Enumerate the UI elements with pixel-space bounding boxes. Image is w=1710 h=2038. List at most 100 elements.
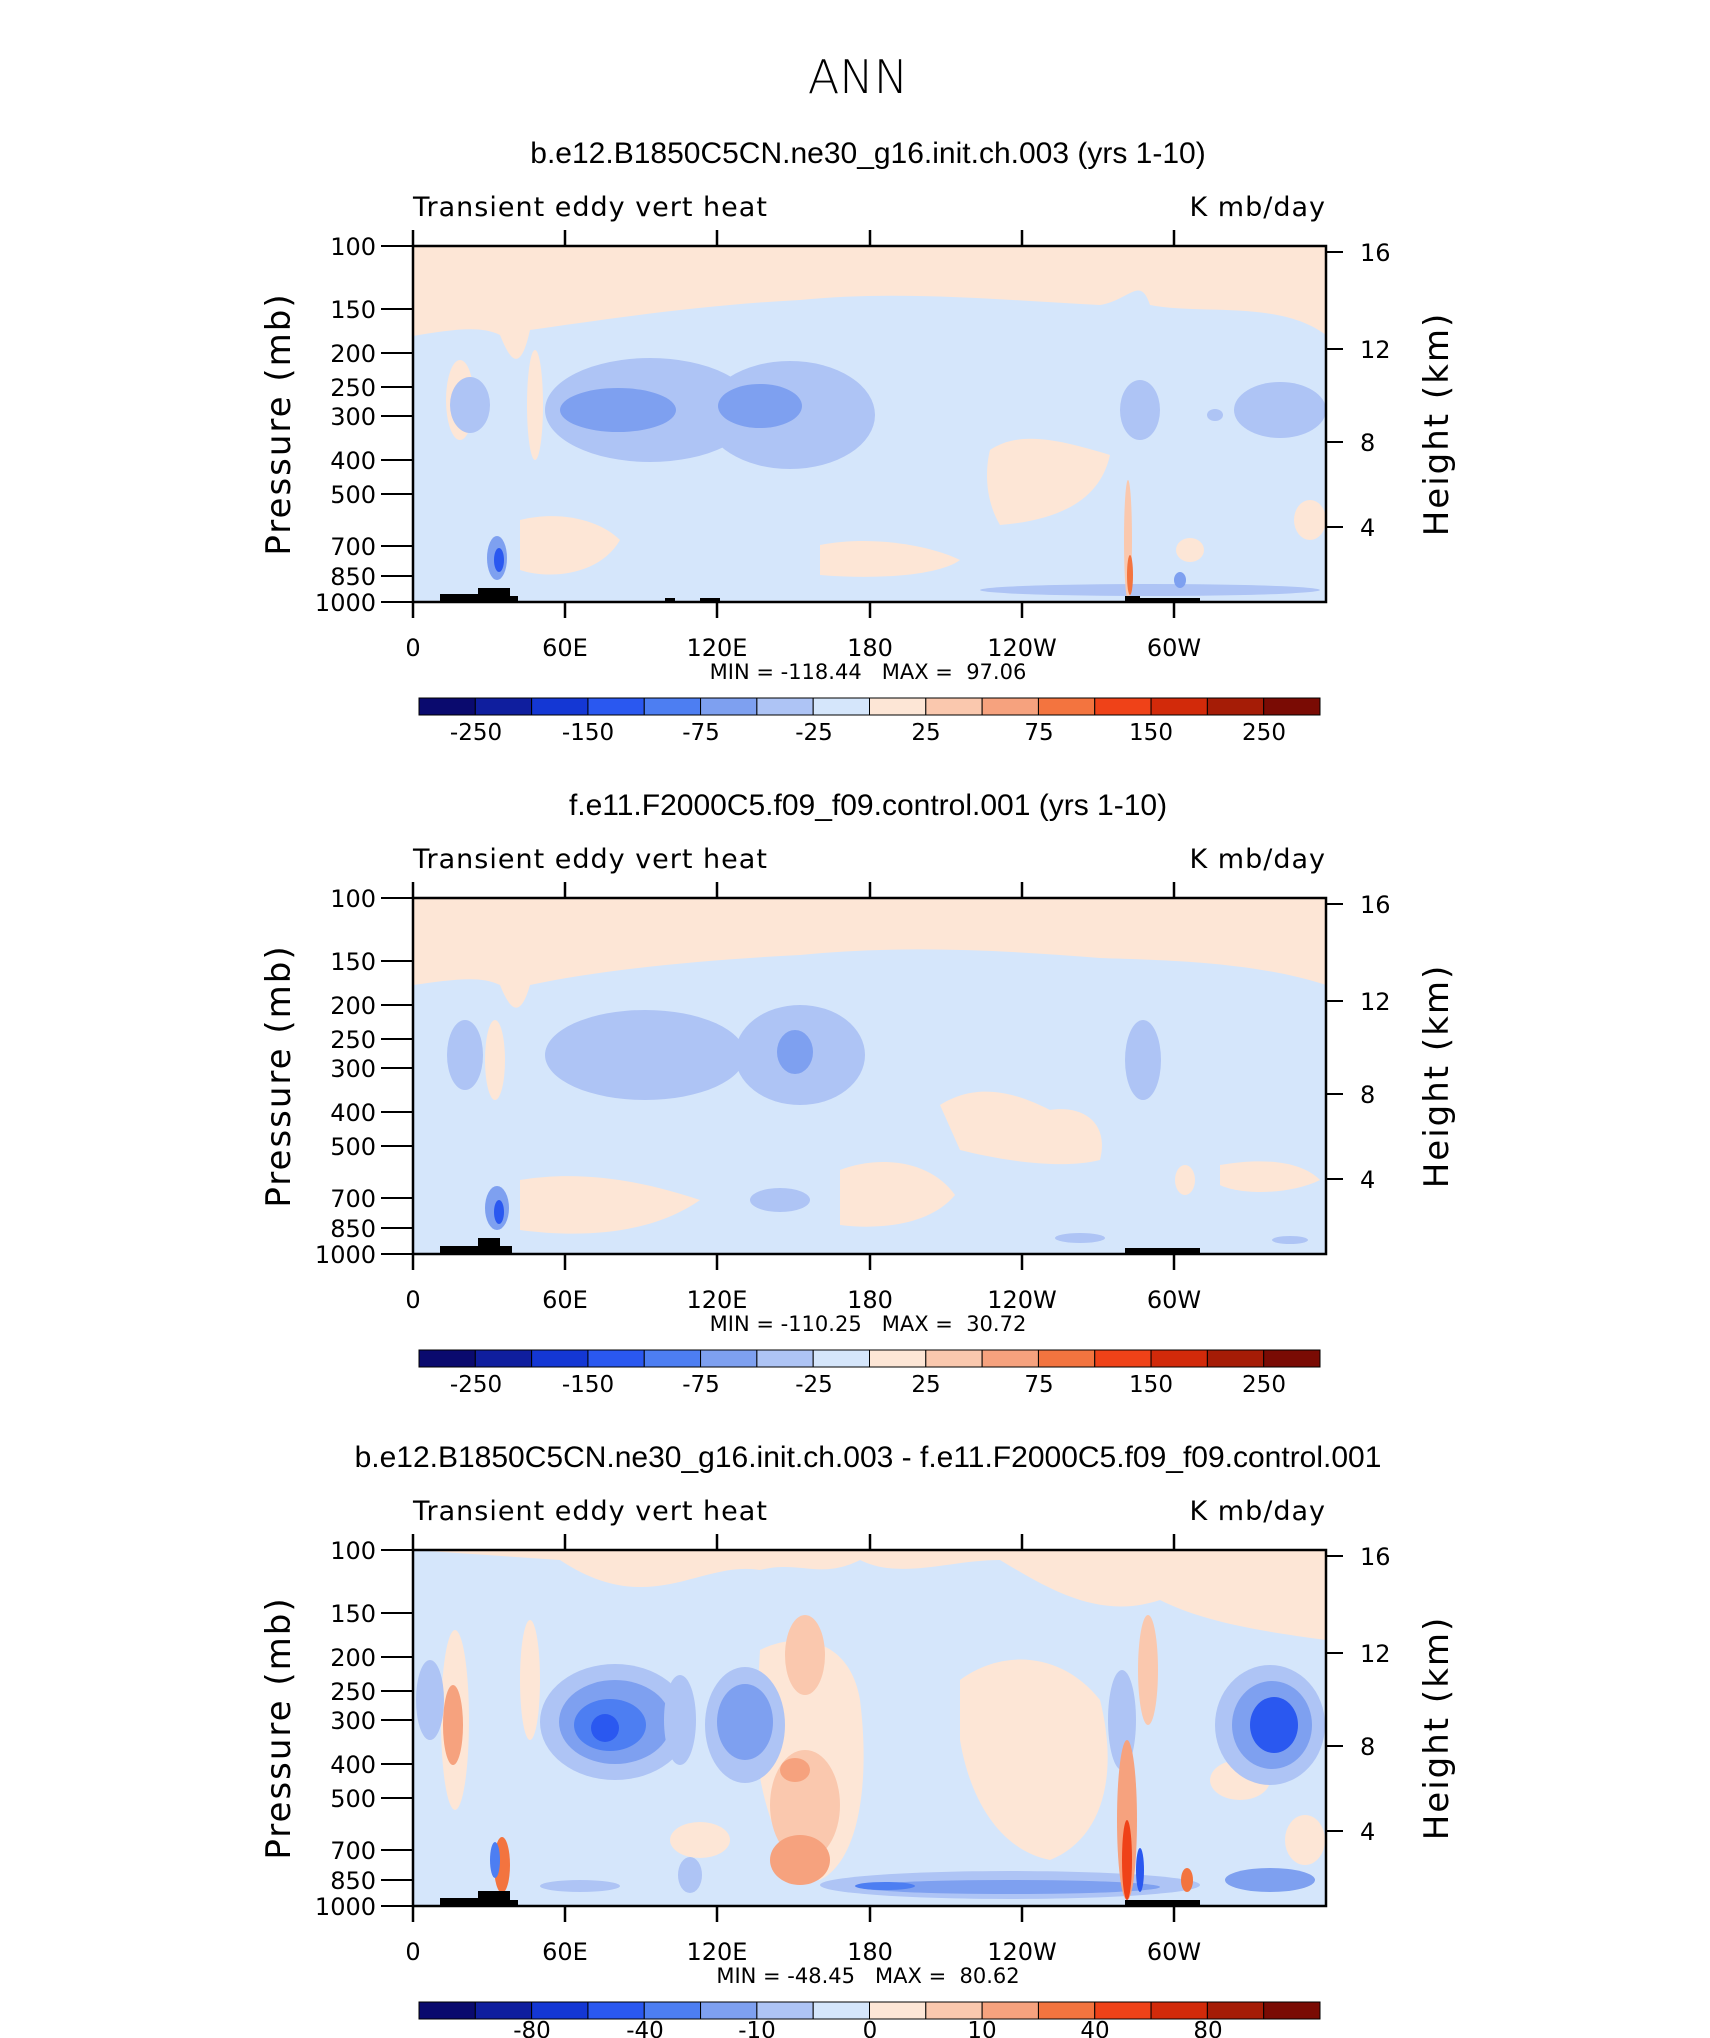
field-jet xyxy=(545,1010,745,1100)
field-cell xyxy=(1175,1165,1195,1195)
x-tick-marks xyxy=(411,230,1176,618)
colorbar-swatch xyxy=(981,2001,1039,2020)
field-jet xyxy=(416,1660,444,1740)
y-right-tick-label: 8 xyxy=(1360,1733,1375,1761)
colorbar xyxy=(418,1349,1321,1368)
x-tick-label: 60W xyxy=(1147,634,1201,662)
colorbar-swatch xyxy=(587,697,645,716)
x-tick-labels: 0 60E 120E 180 120W 60W xyxy=(405,1286,1201,1314)
y-tick-label: 700 xyxy=(330,1185,376,1213)
field-core xyxy=(718,384,802,428)
colorbar-swatch xyxy=(1094,1349,1152,1368)
topography xyxy=(440,588,1200,602)
x-tick-marks xyxy=(411,1534,1176,1922)
colorbar-swatch xyxy=(869,2001,927,2020)
y-tick-label: 100 xyxy=(330,885,376,913)
field-jet xyxy=(750,1188,810,1212)
topography xyxy=(440,1891,1200,1906)
colorbar-swatch xyxy=(1037,2001,1096,2020)
y-tick-label: 400 xyxy=(330,447,376,475)
field-warm-core xyxy=(780,1758,810,1782)
y-tick-label: 100 xyxy=(330,1537,376,1565)
colorbar-swatch xyxy=(812,697,871,716)
colorbar-swatch xyxy=(981,697,1039,716)
x-tick-label: 60W xyxy=(1147,1938,1201,1966)
x-tick-label: 120W xyxy=(987,634,1057,662)
field-core xyxy=(777,1030,813,1074)
panel-title: b.e12.B1850C5CN.ne30_g16.init.ch.003 (yr… xyxy=(530,137,1205,170)
y-right-tick-label: 12 xyxy=(1360,336,1391,364)
y-axis-label-right: Height (km) xyxy=(1417,964,1457,1189)
field-core xyxy=(494,548,504,572)
colorbar-labels: -250 -150 -75 -25 25 75 150 250 xyxy=(450,720,1286,746)
field-tropo-patch xyxy=(520,516,620,575)
colorbar-swatch xyxy=(643,2001,702,2020)
colorbar-swatch xyxy=(1150,1349,1208,1368)
y-tick-label: 200 xyxy=(330,340,376,368)
y-tick-marks xyxy=(381,897,1343,1255)
y-tick-label: 200 xyxy=(330,1644,376,1672)
colorbar-label: 0 xyxy=(863,2018,878,2038)
x-tick-label: 120E xyxy=(687,634,748,662)
field-jet xyxy=(447,1020,483,1090)
y-tick-labels: 100 150 200 250 300 400 500 700 850 1000 xyxy=(315,885,376,1269)
field-cell xyxy=(520,1620,540,1740)
x-tick-label: 0 xyxy=(405,1286,420,1314)
colorbar xyxy=(418,697,1321,716)
heatmap-field xyxy=(413,246,1326,602)
y-tick-label: 150 xyxy=(330,948,376,976)
colorbar-label: -150 xyxy=(562,1372,614,1398)
x-tick-label: 60E xyxy=(542,1286,588,1314)
y-right-tick-label: 16 xyxy=(1360,891,1391,919)
colorbar-label: -75 xyxy=(682,1372,720,1398)
field-jet xyxy=(1120,380,1160,440)
colorbar-swatch xyxy=(700,697,758,716)
field-tropo-patch xyxy=(1220,1161,1320,1192)
x-tick-label: 120W xyxy=(987,1286,1057,1314)
y-tick-label: 250 xyxy=(330,1026,376,1054)
y-tick-label: 500 xyxy=(330,1785,376,1813)
field-jet xyxy=(980,584,1320,596)
colorbar-swatch xyxy=(474,697,533,716)
colorbar-label: 10 xyxy=(967,2018,996,2038)
field-jet xyxy=(1055,1233,1105,1243)
colorbar xyxy=(418,2001,1321,2020)
subtitle-left: Transient eddy vert heat xyxy=(412,192,768,223)
y-axis-label: Pressure (mb) xyxy=(259,1596,299,1859)
stats-label: MIN = -118.44 MAX = 97.06 xyxy=(710,660,1027,684)
colorbar-swatch xyxy=(756,2001,814,2020)
colorbar-swatch xyxy=(925,2001,983,2020)
field-cell xyxy=(527,350,543,460)
field-cell xyxy=(485,1020,505,1100)
y-tick-marks xyxy=(381,245,1343,603)
x-tick-label: 180 xyxy=(847,1938,893,1966)
colorbar-swatch xyxy=(1094,697,1152,716)
colorbar-swatch xyxy=(869,697,927,716)
colorbar-label: 75 xyxy=(1024,1372,1053,1398)
colorbar-label: -250 xyxy=(450,1372,502,1398)
y-right-tick-label: 8 xyxy=(1360,429,1375,457)
y-tick-label: 500 xyxy=(330,1133,376,1161)
page-title: ANN xyxy=(808,50,908,104)
y-tick-label: 700 xyxy=(330,1837,376,1865)
colorbar-label: 250 xyxy=(1242,720,1286,746)
colorbar-swatch xyxy=(1263,2001,1321,2020)
field-core xyxy=(494,1200,504,1224)
colorbar-swatch xyxy=(981,1349,1039,1368)
colorbar-swatch xyxy=(531,697,589,716)
colorbar-swatch xyxy=(812,2001,871,2020)
field-jet xyxy=(664,1675,696,1765)
colorbar-label: -250 xyxy=(450,720,502,746)
panel-title: f.e11.F2000C5.f09_f09.control.001 (yrs 1… xyxy=(569,789,1167,822)
field-jet xyxy=(1272,1236,1308,1244)
y-right-tick-label: 12 xyxy=(1360,1640,1391,1668)
field-jet xyxy=(540,1880,620,1892)
colorbar-swatch xyxy=(418,2001,476,2020)
subtitle-left: Transient eddy vert heat xyxy=(412,1496,768,1527)
field-negative-band xyxy=(855,1882,915,1890)
colorbar-label: -75 xyxy=(682,720,720,746)
x-tick-label: 60E xyxy=(542,634,588,662)
field-warm-core xyxy=(1181,1868,1193,1892)
field-warm-core xyxy=(1138,1615,1158,1725)
x-tick-label: 0 xyxy=(405,634,420,662)
